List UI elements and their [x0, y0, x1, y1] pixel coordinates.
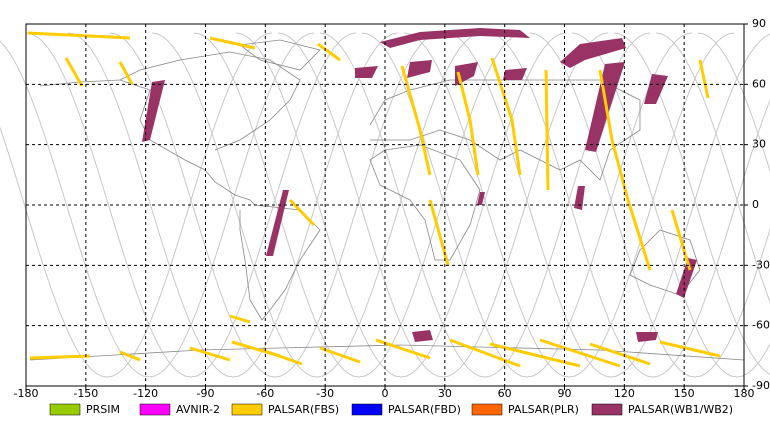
y-tick-label: 0 — [752, 198, 759, 211]
y-tick-label: 90 — [752, 17, 766, 30]
x-tick-label: 180 — [734, 387, 755, 400]
orbit-track — [571, 32, 770, 378]
x-tick-label: 120 — [614, 387, 635, 400]
coastlines — [29, 39, 745, 361]
legend-label: PALSAR(PLR) — [508, 403, 579, 416]
y-tick-label: 60 — [752, 77, 766, 90]
orbit-track — [151, 32, 483, 378]
y-tick-label: -90 — [752, 379, 770, 392]
orbit-track — [0, 32, 315, 378]
legend-swatch — [471, 403, 503, 416]
y-tick-label: 30 — [752, 138, 766, 151]
orbit-track — [109, 32, 441, 378]
x-tick-label: 30 — [438, 387, 452, 400]
x-tick-label: -90 — [197, 387, 215, 400]
x-tick-label: 90 — [558, 387, 572, 400]
x-tick-label: -120 — [133, 387, 158, 400]
x-tick-label: -30 — [316, 387, 334, 400]
legend-swatch — [139, 403, 171, 416]
orbit-track — [529, 32, 770, 378]
fbs-swaths — [27, 31, 721, 368]
legend-label: PRSIM — [86, 403, 120, 416]
orbit-track — [445, 32, 770, 378]
x-tick-label: -150 — [73, 387, 98, 400]
legend-label: AVNIR-2 — [176, 403, 220, 416]
orbit-track — [25, 32, 357, 378]
orbit-tracks — [0, 32, 770, 378]
legend-label: PALSAR(WB1/WB2) — [628, 403, 733, 416]
wide-swaths — [142, 28, 697, 342]
x-tick-label: 150 — [674, 387, 695, 400]
orbit-track — [0, 32, 273, 378]
orbit-track — [697, 32, 770, 173]
orbit-track — [613, 32, 770, 375]
x-tick-label: 60 — [498, 387, 512, 400]
orbit-track — [67, 32, 399, 378]
legend-label: PALSAR(FBS) — [268, 403, 339, 416]
orbit-track — [277, 32, 609, 378]
x-tick-label: -60 — [256, 387, 274, 400]
legend-swatch — [231, 403, 263, 416]
legend-swatch — [591, 403, 623, 416]
legend-swatch — [351, 403, 383, 416]
y-tick-label: -60 — [752, 319, 770, 332]
legend-swatch — [49, 403, 81, 416]
legend-label: PALSAR(FBD) — [388, 403, 461, 416]
orbit-track — [655, 32, 770, 304]
y-tick-label: -30 — [752, 258, 770, 271]
orbit-track — [403, 32, 735, 378]
orbit-track — [487, 32, 770, 378]
x-tick-label: 0 — [382, 387, 389, 400]
x-tick-label: -180 — [14, 387, 39, 400]
